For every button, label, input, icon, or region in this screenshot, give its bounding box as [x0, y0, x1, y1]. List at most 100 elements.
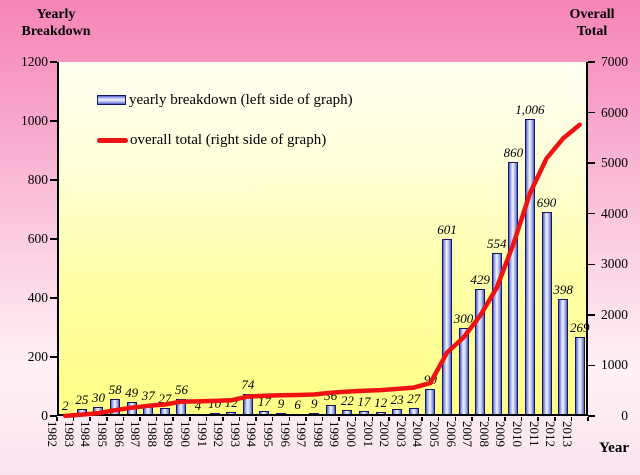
x-tick-label: 1984 [78, 421, 94, 447]
x-tick-label: 2004 [410, 421, 426, 447]
bar-value-label: 6 [294, 397, 301, 413]
bar-value-label: 4 [194, 397, 202, 413]
bar-value-label: 25 [75, 391, 89, 407]
x-axis-tick [56, 417, 58, 421]
bar-value-label: 300 [453, 310, 474, 326]
bar-value-label: 30 [91, 390, 105, 406]
left-axis-title-line2: Breakdown [21, 24, 91, 39]
x-axis-tick [354, 417, 357, 421]
right-axis-tick [588, 314, 595, 316]
x-tick-label: 1995 [261, 421, 277, 447]
x-tick-label: 1985 [95, 421, 111, 447]
y-right-tick-label: 3000 [601, 256, 628, 272]
left-axis-tick [50, 297, 57, 299]
left-axis-tick [50, 415, 57, 417]
x-tick-label: 2013 [559, 421, 575, 447]
legend: yearly breakdown (left side of graph) ov… [97, 90, 353, 170]
x-tick-label: 1982 [45, 421, 61, 447]
bar-value-label: 56 [174, 382, 188, 398]
x-tick-label: 1994 [244, 421, 260, 447]
bar-value-label: 37 [141, 388, 155, 404]
x-axis-tick [205, 417, 208, 421]
x-tick-label: 1993 [227, 421, 243, 447]
x-axis-tick [122, 417, 125, 421]
x-axis-tick [172, 417, 174, 421]
x-tick-label: 2007 [460, 421, 476, 447]
x-tick-label: 2005 [426, 421, 442, 447]
y-left-tick-label: 1000 [21, 113, 48, 128]
right-axis-tick [588, 162, 595, 164]
bar-value-label: 23 [390, 392, 404, 408]
x-tick-label: 1986 [111, 421, 127, 447]
y-left-tick-label: 400 [27, 290, 48, 305]
x-axis-tick [89, 417, 91, 421]
x-axis-tick [255, 417, 257, 421]
left-axis-tick [50, 61, 57, 63]
bar-value-label: 74 [241, 377, 255, 393]
y-right-tick-label: 6000 [601, 104, 628, 120]
x-axis-tick [106, 417, 108, 421]
x-tick-label: 2012 [543, 421, 559, 447]
right-axis-title: Overall Total [553, 6, 631, 40]
x-tick-label: 2002 [377, 421, 393, 447]
x-axis-tick [537, 417, 539, 421]
y-right-tick-label: 7000 [601, 54, 628, 69]
x-axis-tick [570, 417, 573, 421]
bar-value-label: 429 [470, 272, 490, 288]
x-tick-label: 1983 [61, 421, 77, 447]
y-right-tick-label: 5000 [601, 155, 628, 171]
x-axis-tick [471, 417, 473, 421]
x-axis-tick [371, 417, 374, 421]
x-axis-tick [437, 417, 440, 421]
x-tick-label: 1990 [178, 421, 194, 447]
bar-value-label: 1,006 [515, 102, 545, 118]
x-axis-tick [288, 417, 291, 421]
x-tick-label: 1996 [277, 421, 293, 447]
x-tick-label: 2001 [360, 421, 376, 447]
y-left-tick-label: 0 [41, 408, 48, 423]
left-axis-tick [50, 179, 57, 181]
y-right-tick-label: 1000 [601, 357, 628, 373]
bar-value-label: 17 [357, 394, 371, 409]
bar-value-label: 601 [437, 221, 457, 237]
bar-value-label: 58 [108, 381, 122, 397]
y-left-tick-label: 200 [27, 349, 48, 364]
left-axis-title: Yearly Breakdown [8, 6, 104, 40]
x-axis-tick [72, 417, 75, 421]
legend-bar-swatch-icon [97, 95, 126, 105]
x-axis-title: Year [599, 440, 629, 456]
x-axis-tick [520, 417, 523, 421]
x-tick-label: 1989 [161, 421, 177, 447]
bar-value-label: 9 [310, 396, 318, 412]
x-tick-label: 2011 [526, 421, 542, 447]
overall-total-line [63, 122, 582, 419]
x-tick-label: 1991 [194, 421, 210, 447]
x-tick-label: 1997 [294, 421, 310, 447]
x-axis-tick [404, 417, 407, 421]
right-axis-tick [588, 212, 595, 215]
bar-value-label: 49 [125, 384, 139, 400]
right-axis-tick [588, 61, 595, 63]
y-right-tick-label: 4000 [601, 205, 628, 221]
x-tick-label: 1998 [310, 421, 326, 447]
x-tick-label: 1987 [128, 421, 144, 447]
x-axis-tick [504, 417, 506, 421]
legend-line-swatch-icon [97, 137, 128, 143]
bar-value-label: 2 [62, 397, 69, 413]
bar-value-label: 12 [374, 395, 388, 411]
x-tick-label: 1992 [211, 421, 227, 447]
x-tick-label: 2010 [509, 421, 525, 447]
right-axis-tick [588, 263, 595, 266]
x-axis-tick [338, 417, 340, 421]
right-axis-tick [588, 415, 595, 417]
left-axis-tick [50, 238, 57, 240]
bar-value-label: 690 [536, 195, 557, 211]
right-axis-title-line2: Total [576, 24, 608, 39]
x-axis-tick [139, 417, 141, 421]
x-tick-label: 1999 [327, 421, 343, 447]
bar-value-label: 860 [503, 145, 524, 161]
y-left-tick-label: 600 [27, 231, 48, 246]
x-tick-label: 2003 [393, 421, 409, 447]
x-tick-label: 1988 [144, 421, 160, 447]
